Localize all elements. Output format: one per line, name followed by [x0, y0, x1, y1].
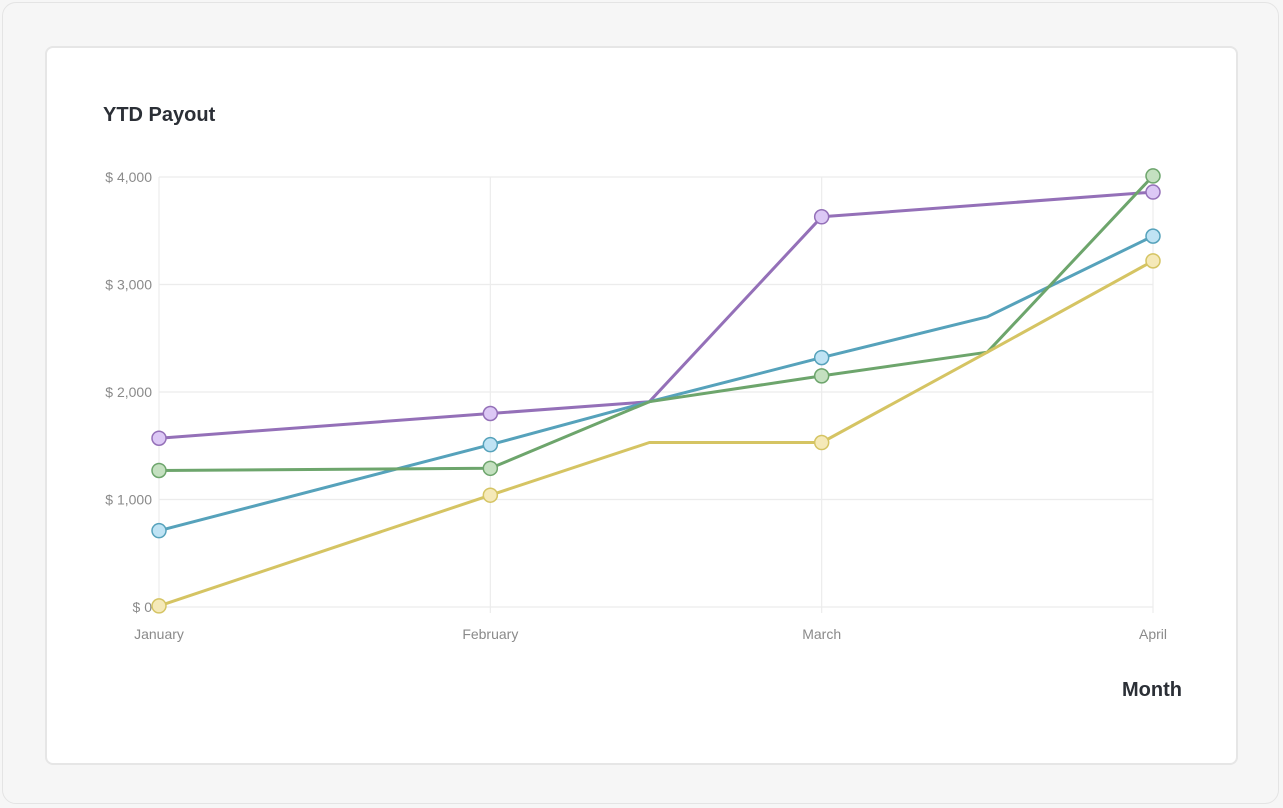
data-point[interactable] [813, 349, 830, 366]
x-axis-ticks: January February March April [134, 626, 1167, 642]
data-point[interactable] [1145, 168, 1161, 184]
series-line-3 [157, 174, 1155, 472]
data-point[interactable] [813, 368, 830, 384]
y-tick-label: $ 1,000 [105, 492, 152, 508]
data-point[interactable] [482, 405, 499, 422]
series-line-4 [157, 259, 1155, 608]
data-point[interactable] [1145, 184, 1161, 200]
y-axis-ticks: $ 0 $ 1,000 $ 2,000 $ 3,000 $ 4,000 [105, 169, 152, 615]
x-tick-label: March [802, 626, 841, 642]
y-tick-label: $ 3,000 [105, 277, 152, 293]
series-lines [157, 174, 1155, 608]
x-tick-label: January [134, 626, 184, 642]
y-tick-label: $ 0 [133, 599, 153, 615]
data-point[interactable] [482, 460, 499, 477]
data-point[interactable] [1145, 253, 1161, 269]
data-point[interactable] [151, 522, 167, 539]
x-tick-label: April [1139, 626, 1167, 642]
data-point[interactable] [813, 434, 830, 451]
chart-title: YTD Payout [103, 104, 216, 126]
y-tick-label: $ 4,000 [105, 169, 152, 185]
x-tick-label: February [462, 626, 518, 642]
data-point[interactable] [151, 598, 167, 614]
data-point[interactable] [151, 430, 167, 446]
data-point[interactable] [151, 462, 167, 479]
series-line-2 [157, 234, 1155, 533]
grid-lines [158, 176, 1154, 613]
data-point[interactable] [482, 487, 499, 503]
y-tick-label: $ 2,000 [105, 384, 152, 400]
x-axis-title: Month [1122, 679, 1182, 701]
series-markers [151, 168, 1161, 614]
data-point[interactable] [813, 209, 830, 225]
data-point[interactable] [1145, 228, 1161, 244]
data-point[interactable] [482, 436, 499, 453]
